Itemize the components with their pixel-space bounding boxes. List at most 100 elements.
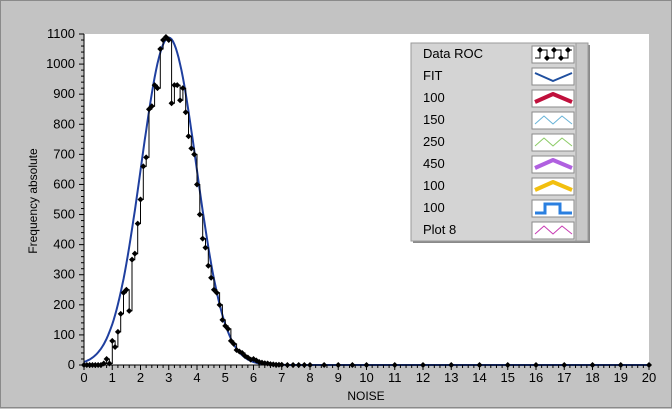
x-tick-label: 20 — [642, 370, 656, 385]
legend-label: 100 — [423, 178, 445, 193]
x-tick-label: 0 — [80, 370, 87, 385]
x-tick-label: 8 — [306, 370, 313, 385]
data-point — [219, 316, 226, 323]
y-tick-label: 1000 — [46, 56, 75, 71]
data-point — [188, 145, 195, 152]
legend-item[interactable]: 100 — [423, 177, 575, 196]
data-point — [140, 163, 147, 170]
legend-item[interactable]: 100 — [423, 199, 575, 218]
data-point — [137, 196, 144, 203]
legend-label: 450 — [423, 156, 445, 171]
data-point — [199, 235, 206, 242]
y-tick-label: 0 — [68, 357, 75, 372]
legend-swatch — [531, 89, 575, 108]
legend-label: 150 — [423, 112, 445, 127]
data-point — [253, 357, 260, 364]
legend-scrollbar[interactable] — [575, 42, 589, 242]
x-tick-label: 1 — [109, 370, 116, 385]
data-point — [143, 154, 150, 161]
data-point — [202, 244, 209, 251]
data-point — [129, 256, 136, 263]
legend-label: 100 — [423, 200, 445, 215]
data-point — [179, 85, 186, 92]
y-axis-ticks: 0 100 200 300 400 500 600 700 800 900 1000 1100 — [46, 26, 84, 372]
x-tick-label: 2 — [137, 370, 144, 385]
data-point — [194, 181, 200, 188]
legend-swatch — [531, 133, 575, 152]
legend: Data ROC FIT 100 150 250 450 100 100 Plot 8 — [410, 42, 590, 243]
data-point — [182, 109, 189, 116]
legend-item[interactable]: FIT — [423, 67, 575, 86]
data-point — [213, 289, 220, 296]
x-axis-ticks: 0 1 2 3 4 5 6 7 8 9 10 11 12 13 14 15 16 17 18 19 20 — [80, 365, 656, 385]
y-tick-label: 400 — [53, 237, 75, 252]
legend-swatch — [531, 177, 575, 196]
data-point — [131, 250, 138, 257]
data-point — [191, 151, 198, 158]
data-point — [157, 46, 164, 53]
legend-item[interactable]: 100 — [423, 89, 575, 108]
data-point — [165, 37, 172, 44]
y-tick-label: 200 — [53, 297, 75, 312]
y-tick-label: 600 — [53, 176, 75, 191]
data-point — [117, 310, 124, 317]
legend-item[interactable]: 250 — [423, 133, 575, 152]
legend-label: Data ROC — [423, 46, 483, 61]
legend-swatch — [531, 221, 575, 240]
legend-label: 100 — [423, 90, 445, 105]
data-point — [148, 103, 155, 110]
y-tick-label: 800 — [53, 116, 75, 131]
y-axis-title: Frequency absolute — [26, 148, 40, 254]
legend-item[interactable]: 450 — [423, 155, 575, 174]
legend-swatch — [531, 199, 575, 218]
x-tick-label: 18 — [585, 370, 599, 385]
x-tick-label: 16 — [529, 370, 543, 385]
y-tick-label: 1100 — [47, 26, 75, 41]
y-tick-label: 500 — [53, 207, 75, 222]
data-point — [123, 286, 130, 293]
data-point — [154, 85, 161, 92]
x-tick-label: 19 — [614, 370, 628, 385]
x-tick-label: 7 — [278, 370, 285, 385]
legend-item[interactable]: 150 — [423, 111, 575, 130]
x-tick-label: 14 — [472, 370, 486, 385]
data-point — [126, 307, 133, 314]
x-tick-label: 9 — [335, 370, 342, 385]
y-tick-label: 300 — [53, 267, 75, 282]
data-point — [103, 355, 110, 362]
x-tick-label: 5 — [222, 370, 229, 385]
x-tick-label: 11 — [388, 370, 402, 385]
legend-label: FIT — [423, 68, 443, 83]
x-axis-title: NOISE — [347, 389, 384, 403]
data-point — [205, 262, 212, 269]
legend-swatch — [531, 155, 575, 174]
data-point — [230, 340, 237, 347]
data-point — [196, 211, 203, 218]
x-tick-label: 12 — [416, 370, 430, 385]
data-point — [177, 97, 184, 104]
x-tick-label: 15 — [501, 370, 515, 385]
data-point — [134, 220, 141, 227]
legend-swatch — [531, 111, 575, 130]
legend-label: 250 — [423, 134, 445, 149]
data-point — [225, 325, 232, 332]
data-point — [185, 133, 192, 140]
x-tick-label: 13 — [444, 370, 458, 385]
legend-item[interactable]: Plot 8 — [423, 221, 575, 240]
y-tick-label: 700 — [53, 146, 75, 161]
data-point — [174, 82, 181, 89]
x-tick-label: 10 — [359, 370, 373, 385]
data-point — [168, 100, 175, 107]
x-tick-label: 4 — [193, 370, 200, 385]
data-point — [216, 301, 223, 308]
data-point — [112, 343, 119, 350]
legend-swatch — [531, 67, 575, 86]
y-tick-label: 900 — [53, 86, 75, 101]
x-tick-label: 6 — [250, 370, 257, 385]
y-tick-label: 100 — [53, 327, 75, 342]
x-tick-label: 3 — [165, 370, 172, 385]
legend-item[interactable]: Data ROC — [423, 45, 575, 64]
x-tick-label: 17 — [557, 370, 571, 385]
